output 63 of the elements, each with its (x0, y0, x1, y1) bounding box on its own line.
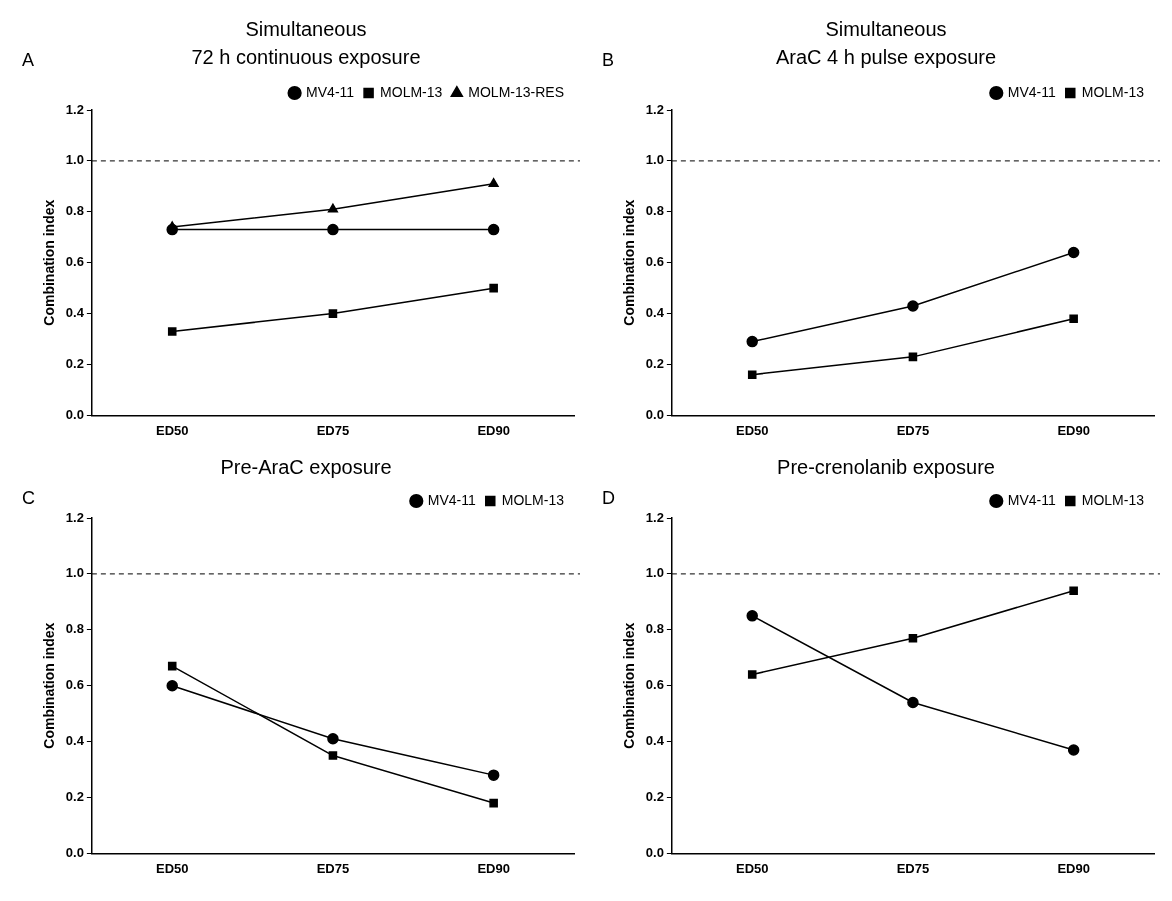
legend-label: MOLM-13 (380, 83, 443, 100)
y-tick-label: 0.4 (645, 733, 665, 749)
y-tick-label: 0.6 (65, 254, 84, 270)
y-tick-label: 0.6 (645, 254, 664, 270)
x-tick-label: ED75 (896, 860, 930, 876)
y-tick-label: 0.6 (65, 677, 84, 693)
y-tick-label: 0.4 (65, 305, 85, 321)
legend-label: MOLM-13-RES (468, 83, 564, 100)
y-tick-label: 0.8 (65, 203, 84, 219)
y-tick-label: 0.0 (65, 406, 84, 422)
chart-title: Simultaneous (825, 17, 947, 40)
legend-label: MV4-11 (1007, 491, 1056, 508)
y-tick-label: 0.8 (65, 621, 84, 637)
y-tick-label: 0.8 (645, 621, 664, 637)
chart-title: Simultaneous (245, 17, 367, 40)
text: A (22, 49, 35, 70)
y-tick-label: 1.0 (65, 565, 84, 581)
y-tick-label: 0.6 (645, 677, 664, 693)
x-tick-label: ED90 (477, 422, 510, 438)
y-tick-label: 0.0 (645, 844, 664, 860)
y-tick-label: 0.0 (65, 844, 84, 860)
y-tick-label: 1.2 (645, 509, 664, 525)
y-tick-label: 1.0 (65, 152, 84, 168)
y-tick-label: 0.4 (645, 305, 665, 321)
x-tick-label: ED75 (316, 422, 350, 438)
y-tick-label: 1.2 (65, 101, 84, 117)
y-tick-label: 0.2 (65, 789, 84, 805)
chart-subtitle: AraC 4 h pulse exposure (775, 45, 997, 68)
y-tick-label: 1.2 (65, 509, 84, 525)
x-tick-label: ED90 (477, 860, 510, 876)
y-tick-label: 0.0 (645, 406, 664, 422)
y-axis-title: Combination index (621, 622, 638, 749)
x-tick-label: ED75 (896, 422, 930, 438)
chart-subtitle: 72 h continuous exposure (191, 45, 421, 68)
y-tick-label: 0.2 (645, 789, 664, 805)
x-tick-label: ED50 (155, 422, 189, 438)
x-tick-label: ED50 (735, 860, 769, 876)
y-tick-label: 0.8 (645, 203, 664, 219)
x-tick-label: ED90 (1057, 422, 1090, 438)
text: D (602, 487, 615, 508)
y-axis-title: Combination index (41, 199, 58, 326)
y-tick-label: 1.0 (645, 152, 664, 168)
y-tick-label: 1.0 (645, 565, 664, 581)
x-tick-label: ED75 (316, 860, 350, 876)
chart-title: Pre-AraC exposure (220, 455, 392, 478)
legend-label: MOLM-13 (1081, 83, 1145, 100)
legend-label: MV4-11 (1007, 83, 1056, 100)
legend-label: MOLM-13 (501, 491, 565, 508)
y-tick-label: 0.2 (65, 356, 84, 372)
text: C (22, 487, 35, 508)
chart-title: Pre-crenolanib exposure (777, 455, 995, 478)
x-tick-label: ED50 (735, 422, 769, 438)
legend-label: MV4-11 (306, 83, 355, 100)
legend-label: MV4-11 (427, 491, 476, 508)
y-tick-label: 1.2 (645, 101, 664, 117)
x-tick-label: ED50 (155, 860, 189, 876)
y-axis-title: Combination index (621, 199, 638, 326)
text: B (602, 49, 615, 70)
y-axis-title: Combination index (41, 622, 58, 749)
x-tick-label: ED90 (1057, 860, 1090, 876)
y-tick-label: 0.2 (645, 356, 664, 372)
legend-label: MOLM-13 (1081, 491, 1145, 508)
y-tick-label: 0.4 (65, 733, 85, 749)
